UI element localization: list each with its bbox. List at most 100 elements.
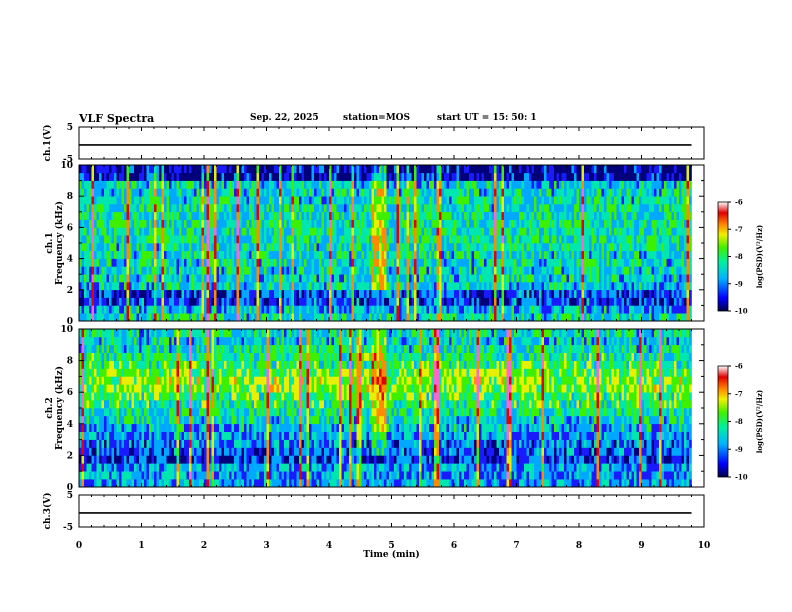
spectrogram-cell xyxy=(251,235,255,244)
spectrogram-cell xyxy=(116,274,120,283)
spectrogram-cell xyxy=(564,243,567,252)
spectrogram-cell xyxy=(96,165,100,174)
spectrogram-cell xyxy=(476,180,480,189)
spectrogram-cell xyxy=(329,219,332,228)
spectrogram-cell xyxy=(286,165,290,174)
spectrogram-cell xyxy=(531,235,535,244)
spectrogram-cell xyxy=(636,196,640,205)
spectrogram-cell xyxy=(544,235,547,244)
spectrogram-cell xyxy=(91,219,95,228)
spectrogram-cell xyxy=(571,274,575,283)
spectrogram-cell xyxy=(526,297,530,306)
spectrogram-cell xyxy=(269,258,272,267)
spectrogram-cell xyxy=(409,172,412,181)
spectrogram-cell xyxy=(676,305,680,314)
spectrogram-cell xyxy=(164,165,167,174)
spectrogram-cell xyxy=(534,180,537,189)
spectrogram-cell xyxy=(426,305,430,314)
spectrogram-cell xyxy=(109,289,112,298)
spectrogram-cell xyxy=(144,204,147,213)
spectrogram-cell xyxy=(644,258,647,267)
spectrogram-cell xyxy=(254,219,257,228)
spectrogram-cell xyxy=(541,243,545,252)
spectrogram-cell xyxy=(331,227,335,236)
spectrogram-cell xyxy=(194,243,197,252)
spectrogram-cell xyxy=(349,196,352,205)
spectrogram-cell xyxy=(439,305,442,314)
spectrogram-cell xyxy=(566,266,570,275)
spectrogram-cell xyxy=(336,297,340,306)
spectrogram-cell xyxy=(109,180,112,189)
spectrogram-cell xyxy=(84,282,87,291)
spectrogram-cell xyxy=(299,266,302,275)
spectrogram-cell xyxy=(684,204,687,213)
spectrogram-cell xyxy=(551,235,555,244)
spectrogram-cell xyxy=(91,235,95,244)
spectrogram-cell xyxy=(124,211,127,220)
spectrogram-cell xyxy=(384,274,387,283)
spectrogram-cell xyxy=(196,266,200,275)
spectrogram-cell xyxy=(276,227,280,236)
spectrogram-cell xyxy=(334,219,337,228)
spectrogram-cell xyxy=(656,297,660,306)
spectrogram-cell xyxy=(189,243,192,252)
spectrogram-cell xyxy=(171,313,175,322)
spectrogram-cell xyxy=(449,196,452,205)
spectrogram-cell xyxy=(196,180,200,189)
spectrogram-cell xyxy=(119,266,122,275)
spectrogram-cell xyxy=(234,266,237,275)
spectrogram-cell xyxy=(604,250,607,259)
spectrogram-cell xyxy=(266,196,270,205)
spectrogram-cell xyxy=(514,165,517,174)
spectrogram-cell xyxy=(659,188,662,197)
spectrogram-cell xyxy=(294,188,297,197)
spectrogram-cell xyxy=(344,258,347,267)
spectrogram-cell xyxy=(659,211,662,220)
spectrogram-cell xyxy=(536,313,540,322)
spectrogram-cell xyxy=(449,180,452,189)
spectrogram-cell xyxy=(214,180,217,189)
spectrogram-cell xyxy=(561,204,565,213)
spectrogram-cell xyxy=(356,235,360,244)
spectrogram-cell xyxy=(576,313,580,322)
spectrogram-cell xyxy=(89,235,92,244)
spectrogram-cell xyxy=(179,258,182,267)
spectrogram-cell xyxy=(174,258,177,267)
spectrogram-cell xyxy=(541,196,545,205)
spectrogram-cell xyxy=(609,211,612,220)
spectrogram-cell xyxy=(571,313,575,322)
spectrogram-cell xyxy=(674,258,677,267)
spectrogram-cell xyxy=(399,227,402,236)
spectrogram-cell xyxy=(84,400,87,409)
spectrogram-cell xyxy=(669,297,672,306)
spectrogram-cell xyxy=(426,274,430,283)
spectrogram-cell xyxy=(444,289,447,298)
spectrogram-cell xyxy=(529,188,532,197)
spectrogram-cell xyxy=(344,289,347,298)
spectrogram-cell xyxy=(234,235,237,244)
spectrogram-cell xyxy=(154,204,157,213)
spectrogram-cell xyxy=(81,408,85,417)
spectrogram-cell xyxy=(479,289,482,298)
spectrogram-cell xyxy=(161,219,165,228)
spectrogram-cell xyxy=(489,289,492,298)
spectrogram-cell xyxy=(494,204,497,213)
spectrogram-cell xyxy=(194,258,197,267)
spectrogram-cell xyxy=(279,204,282,213)
spectrogram-cell xyxy=(404,204,407,213)
spectrogram-cell xyxy=(211,211,215,220)
spectrogram-cell xyxy=(259,250,262,259)
spectrogram-cell xyxy=(349,172,352,181)
spectrogram-cell xyxy=(574,235,577,244)
spectrogram-cell xyxy=(214,274,217,283)
spectrogram-cell xyxy=(616,211,620,220)
spectrogram-cell xyxy=(454,258,457,267)
spectrogram-cell xyxy=(474,305,477,314)
spectrogram-cell xyxy=(539,196,542,205)
spectrogram-cell xyxy=(491,219,495,228)
spectrogram-cell xyxy=(414,219,417,228)
spectrogram-cell xyxy=(84,360,87,369)
spectrogram-cell xyxy=(534,258,537,267)
spectrogram-cell xyxy=(509,297,512,306)
spectrogram-cell xyxy=(541,289,545,298)
